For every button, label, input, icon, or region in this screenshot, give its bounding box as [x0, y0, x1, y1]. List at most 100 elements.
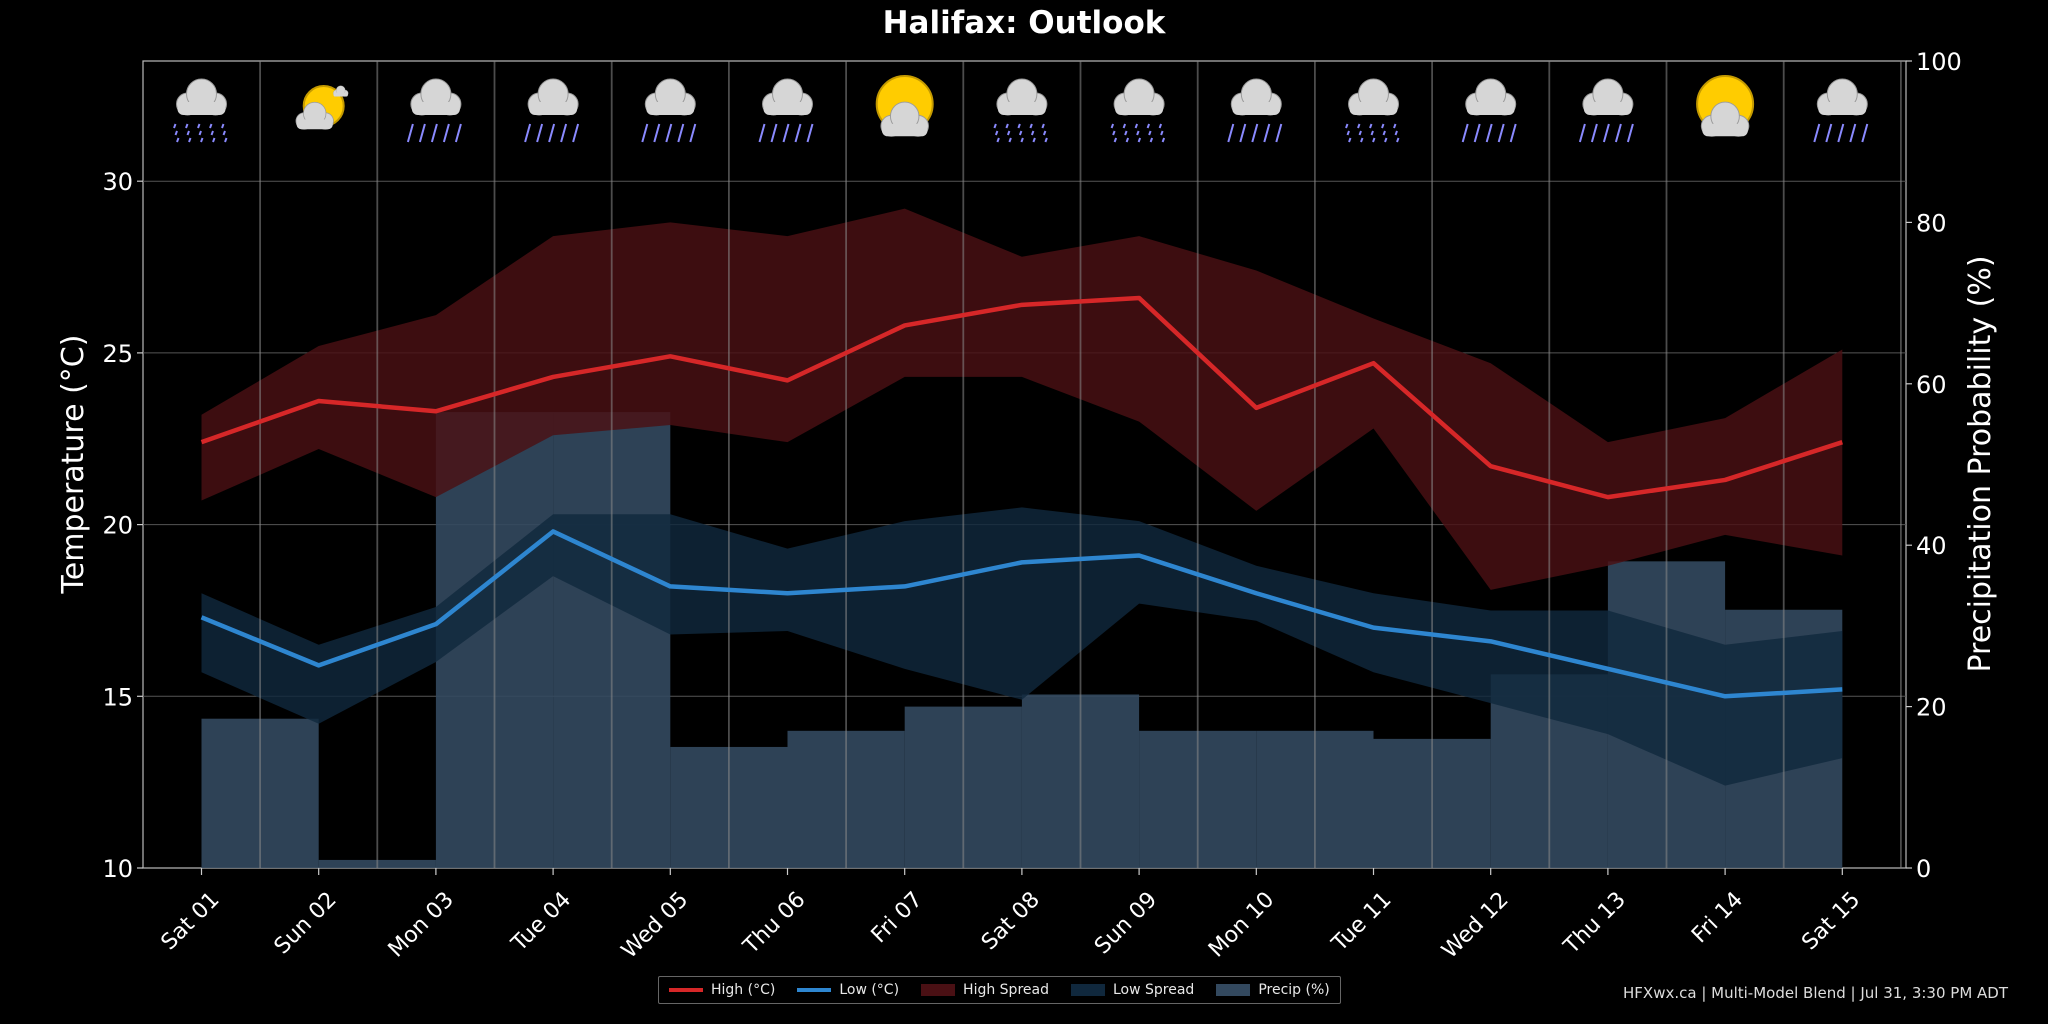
rain-drop — [1497, 123, 1505, 143]
rain-drop — [806, 123, 814, 143]
rain-drop — [1112, 130, 1116, 136]
rain-drop — [418, 123, 426, 143]
rain-drop — [1825, 123, 1833, 143]
rain-streaks — [1578, 123, 1634, 143]
heavy-rain-streaks — [1345, 123, 1400, 143]
rain-drop — [1626, 123, 1634, 143]
rain-drop — [524, 123, 532, 143]
rain-drop — [641, 123, 649, 143]
rain-drop — [185, 123, 189, 129]
y2-tick-label: 40 — [1916, 532, 1947, 560]
cloud-base — [1702, 123, 1748, 137]
legend-item-low-spread: Low Spread — [1070, 982, 1195, 998]
cloud-base — [1818, 102, 1867, 115]
legend-label-low-spread: Low Spread — [1112, 982, 1195, 998]
legend-item-high-spread: High Spread — [921, 982, 1049, 998]
rain-drop — [1006, 130, 1011, 136]
rain-drop — [430, 123, 438, 143]
rain-drop — [1382, 130, 1386, 136]
rain-drop — [1149, 137, 1154, 143]
rain-drop — [1396, 137, 1400, 143]
rain-drop — [1020, 137, 1024, 143]
rain-drop — [758, 123, 766, 143]
rain-drop — [1509, 123, 1517, 143]
rain-drop — [210, 130, 214, 136]
rain-drop — [1005, 123, 1009, 129]
rain-streaks — [1813, 123, 1869, 143]
legend-item-low: Low (°C) — [797, 982, 899, 998]
rain-drop — [1136, 130, 1140, 136]
rain-icon — [524, 78, 580, 143]
rain-drop — [536, 123, 544, 143]
rain-drop — [794, 123, 802, 143]
cloud-base — [333, 92, 348, 97]
rain-drop — [1017, 123, 1021, 129]
rain-drop — [572, 123, 580, 143]
rain-drop — [1041, 123, 1045, 129]
sunny-cloudy-icon — [1696, 75, 1755, 137]
rain-icon — [1578, 78, 1634, 143]
rain-drop — [1345, 123, 1349, 129]
rain-streaks — [641, 123, 697, 143]
rain-drop — [1461, 123, 1469, 143]
rain-drop — [1360, 137, 1364, 143]
rain-drop — [176, 137, 180, 143]
rain-drop — [188, 137, 192, 143]
rain-drop — [224, 137, 228, 143]
rain-drop — [1008, 137, 1012, 143]
rain-drop — [221, 123, 225, 129]
cloud-base — [296, 119, 333, 130]
rain-drop — [993, 123, 997, 129]
rain-drop — [1161, 137, 1166, 143]
x-tick-label: Thu 13 — [1559, 887, 1631, 959]
cloud-base — [1466, 102, 1515, 115]
legend-label-high-spread: High Spread — [963, 982, 1049, 998]
cloud-base — [646, 102, 695, 115]
cloud-base — [997, 102, 1046, 115]
x-tick-label: Sat 08 — [977, 887, 1045, 955]
rain-drop — [197, 123, 201, 129]
rain-heavy-icon — [1110, 78, 1166, 143]
rain-drop — [1861, 123, 1869, 143]
cloud-shape — [996, 78, 1048, 116]
rain-icon — [758, 78, 814, 143]
cloud-base — [881, 123, 928, 137]
rain-drop — [454, 123, 462, 143]
rain-drop — [677, 123, 685, 143]
y-tick-label: 15 — [102, 683, 133, 711]
rain-drop — [222, 130, 226, 136]
x-tick-label: Sat 01 — [157, 887, 225, 955]
rain-drop — [1381, 123, 1385, 129]
y2-tick-label: 80 — [1916, 209, 1947, 237]
rain-heavy-icon — [993, 78, 1048, 143]
x-tick-label: Mon 10 — [1204, 887, 1279, 962]
cloud-base — [529, 102, 578, 115]
rain-drop — [1813, 123, 1821, 143]
cloud-base — [411, 102, 460, 115]
rain-streaks — [1461, 123, 1517, 143]
rain-drop — [1158, 123, 1163, 129]
legend-swatch-low-spread — [1070, 984, 1105, 996]
cloud-shape — [1465, 78, 1517, 116]
rain-drop — [1590, 123, 1598, 143]
rain-drop — [1485, 123, 1493, 143]
cloud-shape — [333, 85, 349, 97]
rain-drop — [1030, 130, 1035, 136]
rain-streaks — [1227, 123, 1283, 143]
rain-drop — [1029, 123, 1033, 129]
rain-drop — [1348, 137, 1352, 143]
rain-drop — [782, 123, 790, 143]
rain-drop — [1227, 123, 1235, 143]
rain-drop — [996, 137, 1000, 143]
cloud-shape — [1816, 78, 1868, 116]
rain-drop — [200, 137, 204, 143]
rain-drop — [1849, 123, 1857, 143]
heavy-rain-streaks — [173, 123, 228, 143]
rain-drop — [1370, 130, 1374, 136]
legend: High (°C) Low (°C) High Spread Low Sprea… — [658, 976, 1341, 1004]
heavy-rain-streaks — [1110, 123, 1166, 143]
x-tick-label: Fri 14 — [1687, 887, 1748, 948]
rain-drop — [406, 123, 414, 143]
legend-swatch-low — [797, 988, 832, 992]
